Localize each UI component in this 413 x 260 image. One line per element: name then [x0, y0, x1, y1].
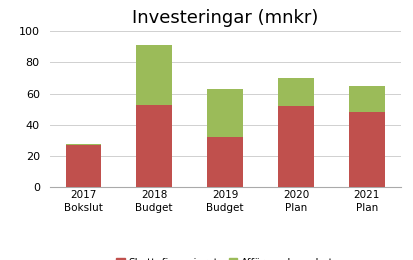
Bar [207, 137, 243, 187]
Bar [136, 105, 172, 187]
Bar [349, 86, 385, 112]
Bar [66, 144, 101, 145]
Bar [207, 89, 243, 137]
Bar [136, 45, 172, 105]
Legend: Skattefinansierat, Affärsverksamhet: Skattefinansierat, Affärsverksamhet [116, 258, 334, 260]
Bar [278, 78, 314, 106]
Bar [349, 112, 385, 187]
Bar [278, 106, 314, 187]
Title: Investeringar (mnkr): Investeringar (mnkr) [132, 9, 318, 27]
Bar [66, 145, 101, 187]
